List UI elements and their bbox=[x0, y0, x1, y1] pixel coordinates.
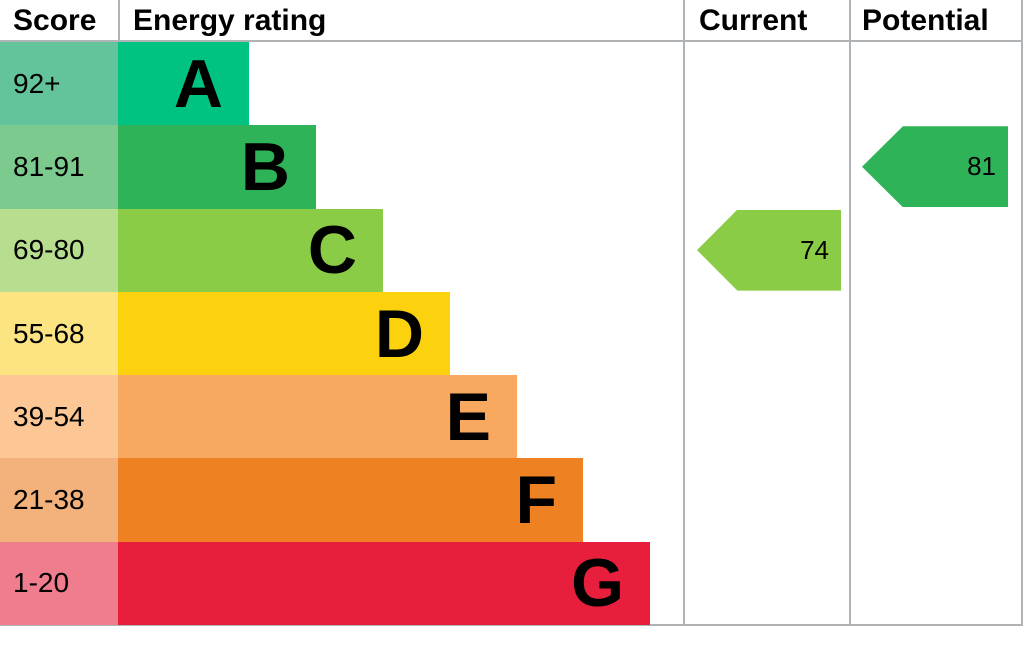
rating-letter: G bbox=[571, 545, 624, 622]
rating-letter: C bbox=[307, 212, 357, 289]
rating-bar-b: B bbox=[118, 125, 316, 209]
header-current-label: Current bbox=[699, 3, 808, 37]
rating-letter: F bbox=[515, 462, 557, 539]
current-rating-arrow: 74 bbox=[697, 209, 841, 291]
header-potential-label: Potential bbox=[862, 3, 989, 37]
band-row-f: 21-38 F bbox=[0, 458, 650, 542]
rating-bar-c: C bbox=[118, 208, 383, 292]
potential-rating-value: 81 bbox=[967, 151, 996, 182]
potential-rating-arrow: 81 bbox=[862, 126, 1008, 208]
header-energy-rating-label: Energy rating bbox=[133, 3, 327, 37]
rating-bar-d: D bbox=[118, 291, 450, 376]
rating-bar-g: G bbox=[118, 541, 650, 626]
current-column-left-border bbox=[683, 0, 685, 625]
rating-letter: D bbox=[374, 295, 424, 372]
header-score-label: Score bbox=[13, 3, 97, 37]
band-row-g: 1-20 G bbox=[0, 541, 650, 626]
current-column-right-border bbox=[849, 0, 851, 625]
band-row-d: 55-68 D bbox=[0, 291, 650, 376]
rating-bar-f: F bbox=[118, 458, 583, 542]
score-range-label: 92+ bbox=[0, 42, 118, 126]
rating-letter: E bbox=[445, 378, 491, 455]
score-range-label: 1-20 bbox=[0, 541, 118, 626]
header-row: Score Energy rating Current Potential bbox=[0, 0, 1024, 41]
rating-letter: A bbox=[173, 45, 223, 122]
header-column-divider bbox=[118, 0, 120, 41]
header-bottom-border bbox=[0, 40, 1023, 42]
score-range-label: 69-80 bbox=[0, 208, 118, 292]
rating-bar-e: E bbox=[118, 375, 517, 459]
potential-column-right-border bbox=[1021, 0, 1023, 625]
rating-bar-a: A bbox=[118, 42, 249, 126]
band-row-a: 92+ A bbox=[0, 42, 650, 126]
band-row-e: 39-54 E bbox=[0, 375, 650, 459]
score-range-label: 55-68 bbox=[0, 291, 118, 376]
score-range-label: 39-54 bbox=[0, 375, 118, 459]
score-range-label: 21-38 bbox=[0, 458, 118, 542]
current-rating-value: 74 bbox=[800, 234, 829, 265]
score-range-label: 81-91 bbox=[0, 125, 118, 209]
band-rows: 92+ A 81-91 B 69-80 C 55-68 D 39-54 E 21… bbox=[0, 42, 650, 626]
band-row-c: 69-80 C bbox=[0, 208, 650, 292]
band-row-b: 81-91 B bbox=[0, 125, 650, 209]
rating-letter: B bbox=[240, 128, 290, 205]
